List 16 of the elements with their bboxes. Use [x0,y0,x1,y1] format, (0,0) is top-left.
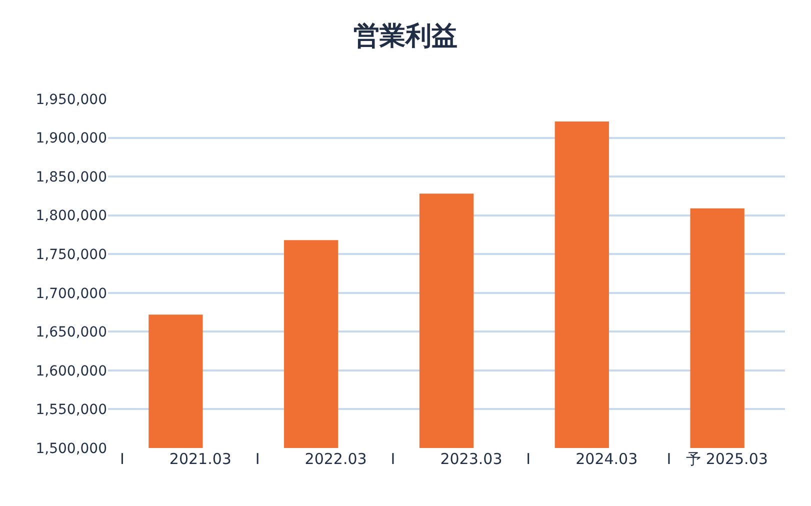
y-tick-label: 1,600,000 [36,363,107,380]
x-tick-label: I 2023.03 [390,450,502,468]
y-tick-label: 1,500,000 [36,440,107,457]
y-tick-label: 1,800,000 [36,208,107,224]
y-tick-label: 1,750,000 [36,247,107,264]
y-tick-label: 1,700,000 [36,286,107,302]
y-tick-label: 1,550,000 [36,402,107,418]
chart-title: 営業利益 [354,22,458,52]
y-tick-label: 1,950,000 [36,92,107,108]
x-tick-label: I 2024.03 [526,450,638,468]
x-tick-label: I 予 2025.03 [666,450,768,468]
y-tick-label: 1,650,000 [36,324,107,341]
x-tick-label: I 2022.03 [255,450,367,468]
x-tick-label: I 2021.03 [120,450,232,468]
y-tick-label: 1,850,000 [36,169,107,186]
y-tick-label: 1,900,000 [36,130,107,147]
